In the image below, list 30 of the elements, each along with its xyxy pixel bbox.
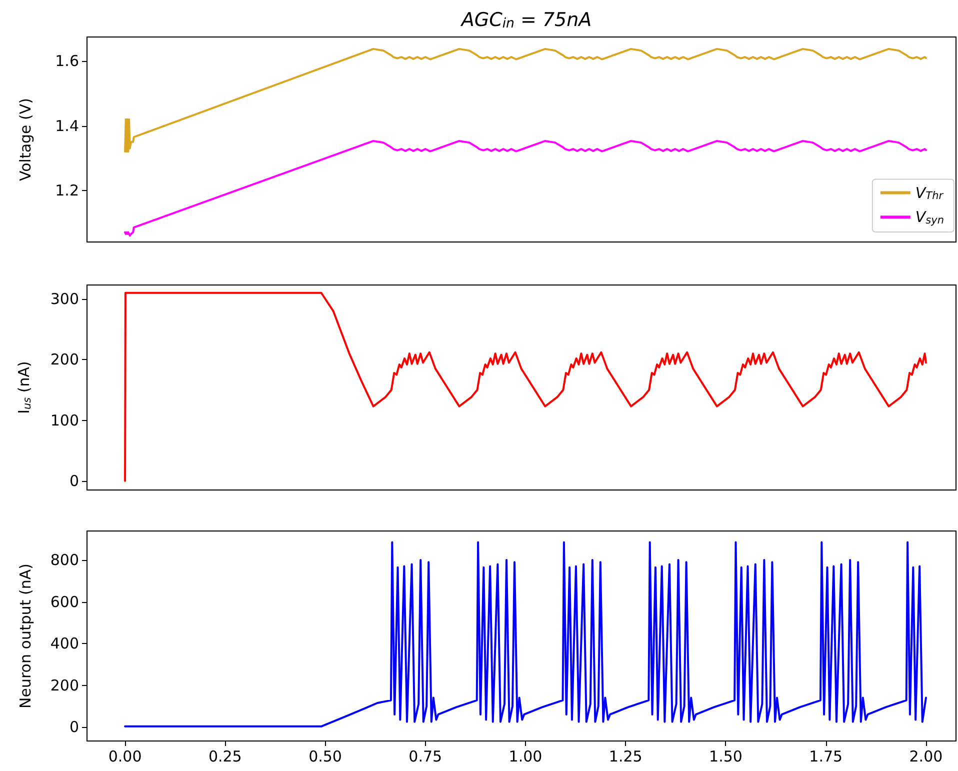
x-tick-label: 1.75 xyxy=(809,748,843,766)
legend-label: VThr xyxy=(915,184,944,202)
x-tick-label: 0.00 xyxy=(108,748,142,766)
line-series xyxy=(124,140,927,237)
x-tick-label: 1.25 xyxy=(608,748,642,766)
legend-label: Vsyn xyxy=(915,208,944,226)
y-tick-label: 1.2 xyxy=(55,181,79,200)
y-tick-label: 1.6 xyxy=(55,52,79,70)
x-tick-label: 1.50 xyxy=(709,748,742,766)
x-tick-label: 2.00 xyxy=(909,748,943,766)
x-tick-label: 0.25 xyxy=(208,748,242,766)
y-tick-label: 300 xyxy=(50,290,79,308)
y-tick-label: 200 xyxy=(50,350,79,369)
x-tick-label: 0.50 xyxy=(308,748,342,766)
line-series xyxy=(124,541,927,728)
y-tick-label: 0 xyxy=(69,718,79,736)
y-tick-label: 200 xyxy=(50,676,79,694)
y-tick-label: 100 xyxy=(50,411,79,430)
x-tick-label: 1.00 xyxy=(508,748,542,766)
x-tick-label: 0.75 xyxy=(408,748,442,766)
y-tick-label: 800 xyxy=(50,551,79,570)
y-tick-label: 600 xyxy=(50,592,79,611)
y-axis-title: Neuron output (nA) xyxy=(16,564,34,708)
y-axis-title: Ius (nA) xyxy=(15,361,34,414)
line-series xyxy=(124,48,927,153)
y-tick-label: 400 xyxy=(50,634,79,653)
y-tick-label: 0 xyxy=(69,472,79,490)
line-series xyxy=(124,292,927,482)
y-axis-title: Voltage (V) xyxy=(16,98,34,181)
y-tick-label: 1.4 xyxy=(55,116,79,135)
